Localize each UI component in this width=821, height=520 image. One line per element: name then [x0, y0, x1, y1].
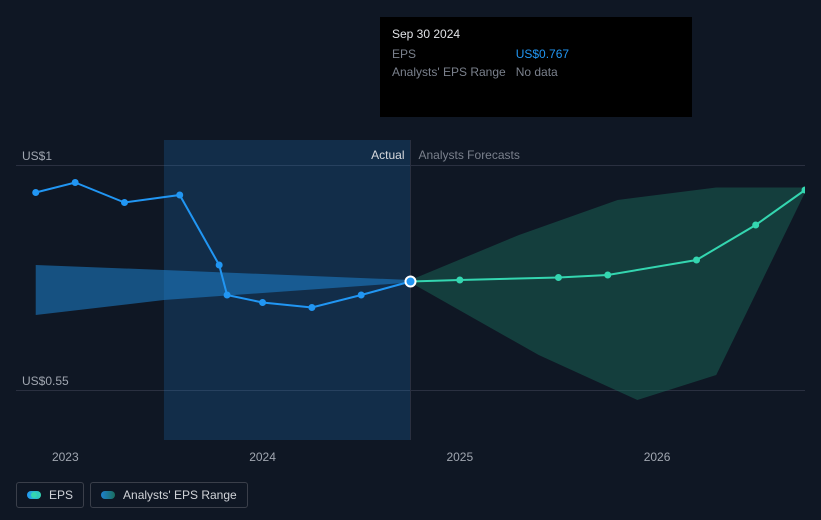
legend-swatch: [101, 491, 115, 499]
eps-forecast-chart: US$1 US$0.55 Actual Analysts Forecasts 2…: [0, 0, 821, 520]
tooltip-value: No data: [516, 63, 579, 81]
tooltip-value: US$0.767: [516, 45, 579, 63]
chart-legend: EPS Analysts' EPS Range: [16, 482, 248, 508]
legend-item-eps-range[interactable]: Analysts' EPS Range: [90, 482, 248, 508]
legend-swatch: [27, 491, 41, 499]
legend-item-eps[interactable]: EPS: [16, 482, 84, 508]
tooltip-key: Analysts' EPS Range: [392, 63, 516, 81]
legend-label: Analysts' EPS Range: [123, 488, 237, 502]
x-tick-label: 2026: [644, 450, 671, 464]
tooltip-key: EPS: [392, 45, 516, 63]
tooltip-row: EPS US$0.767: [392, 45, 579, 63]
chart-tooltip: Sep 30 2024 EPS US$0.767 Analysts' EPS R…: [380, 17, 692, 117]
x-tick-label: 2023: [52, 450, 79, 464]
tooltip-date: Sep 30 2024: [392, 25, 680, 43]
x-tick-label: 2024: [249, 450, 276, 464]
actual-region-label: Actual: [371, 148, 404, 162]
x-tick-label: 2025: [446, 450, 473, 464]
tooltip-row: Analysts' EPS Range No data: [392, 63, 579, 81]
tooltip-table: EPS US$0.767 Analysts' EPS Range No data: [392, 45, 579, 81]
plot-area: [16, 140, 805, 440]
legend-label: EPS: [49, 488, 73, 502]
forecast-region-label: Analysts Forecasts: [419, 148, 520, 162]
